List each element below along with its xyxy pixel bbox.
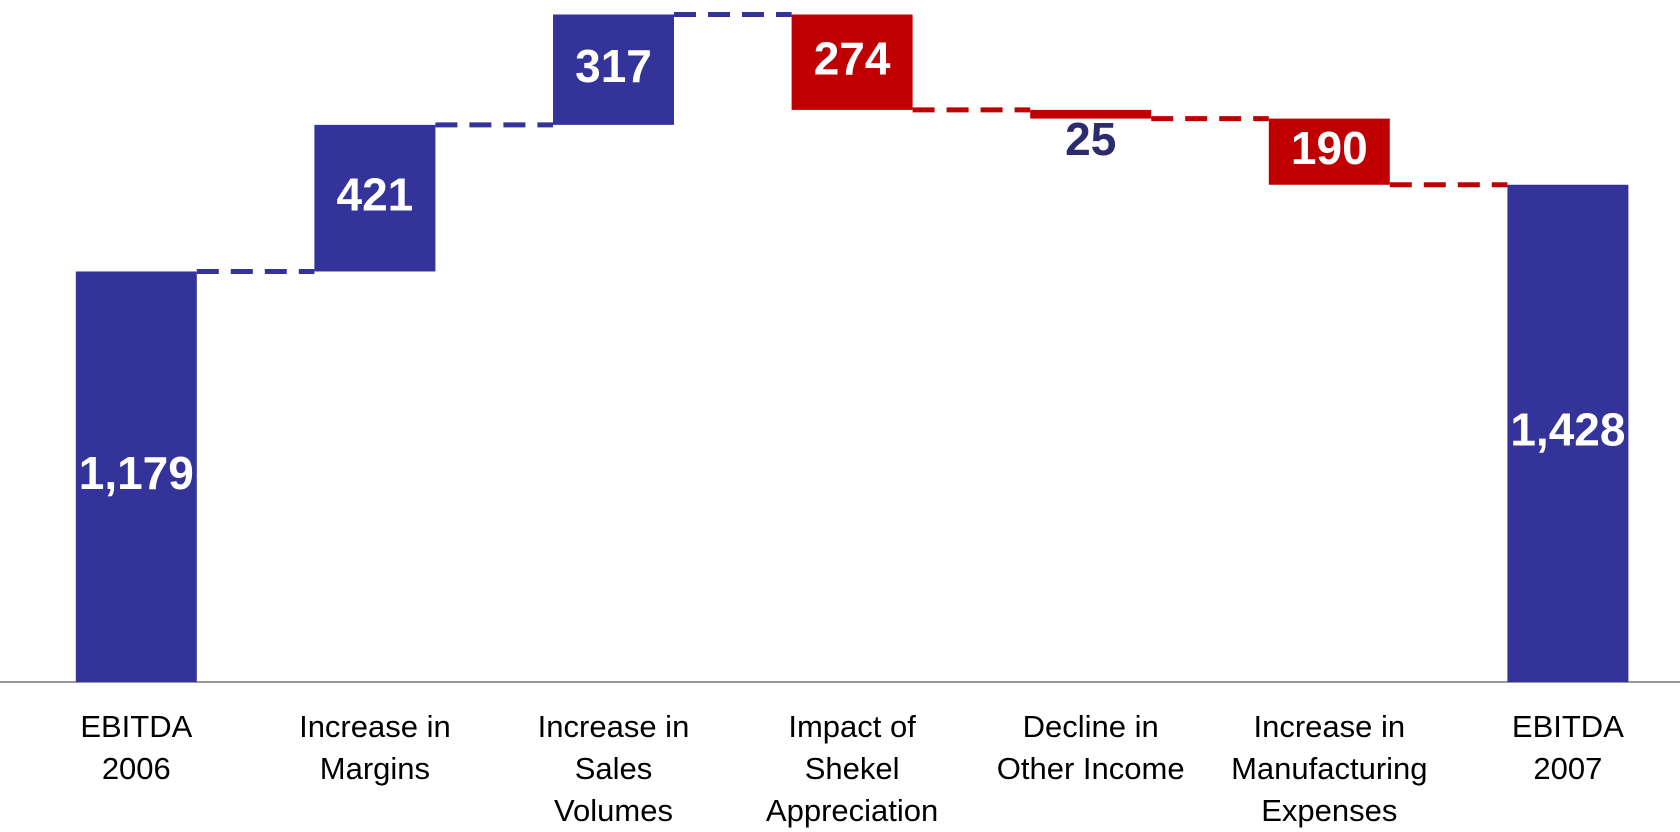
value-label: 1,179 xyxy=(79,447,194,499)
x-tick-label: Other Income xyxy=(997,751,1185,786)
x-tick-label: Volumes xyxy=(554,793,673,828)
bar xyxy=(553,14,674,125)
x-tick-label: Increase in xyxy=(538,709,690,744)
bar xyxy=(791,14,913,110)
value-label: 25 xyxy=(1065,113,1116,165)
value-label: 274 xyxy=(814,32,891,84)
x-tick-label: EBITDA xyxy=(80,709,192,744)
x-tick-label: Margins xyxy=(320,751,430,786)
bar xyxy=(1268,118,1390,185)
x-tick-label: Shekel xyxy=(805,751,900,786)
value-label: 190 xyxy=(1291,122,1368,174)
value-label: 421 xyxy=(337,168,414,220)
bar xyxy=(75,271,197,682)
bar xyxy=(314,124,436,272)
x-tick-label: EBITDA xyxy=(1512,709,1624,744)
x-tick-label: Increase in xyxy=(1253,709,1405,744)
value-label: 317 xyxy=(575,40,652,92)
x-tick-label: Decline in xyxy=(1023,709,1159,744)
bar xyxy=(1030,109,1152,119)
x-tick-label: Expenses xyxy=(1261,793,1397,828)
x-tick-label: Sales xyxy=(575,751,653,786)
x-tick-label: 2006 xyxy=(102,751,171,786)
x-tick-label: Increase in xyxy=(299,709,451,744)
x-tick-label: Manufacturing xyxy=(1231,751,1427,786)
x-tick-label: Impact of xyxy=(788,709,916,744)
x-tick-label: 2007 xyxy=(1533,751,1602,786)
value-label: 1,428 xyxy=(1510,404,1625,456)
bar xyxy=(1507,184,1629,683)
x-tick-label: Appreciation xyxy=(766,793,938,828)
